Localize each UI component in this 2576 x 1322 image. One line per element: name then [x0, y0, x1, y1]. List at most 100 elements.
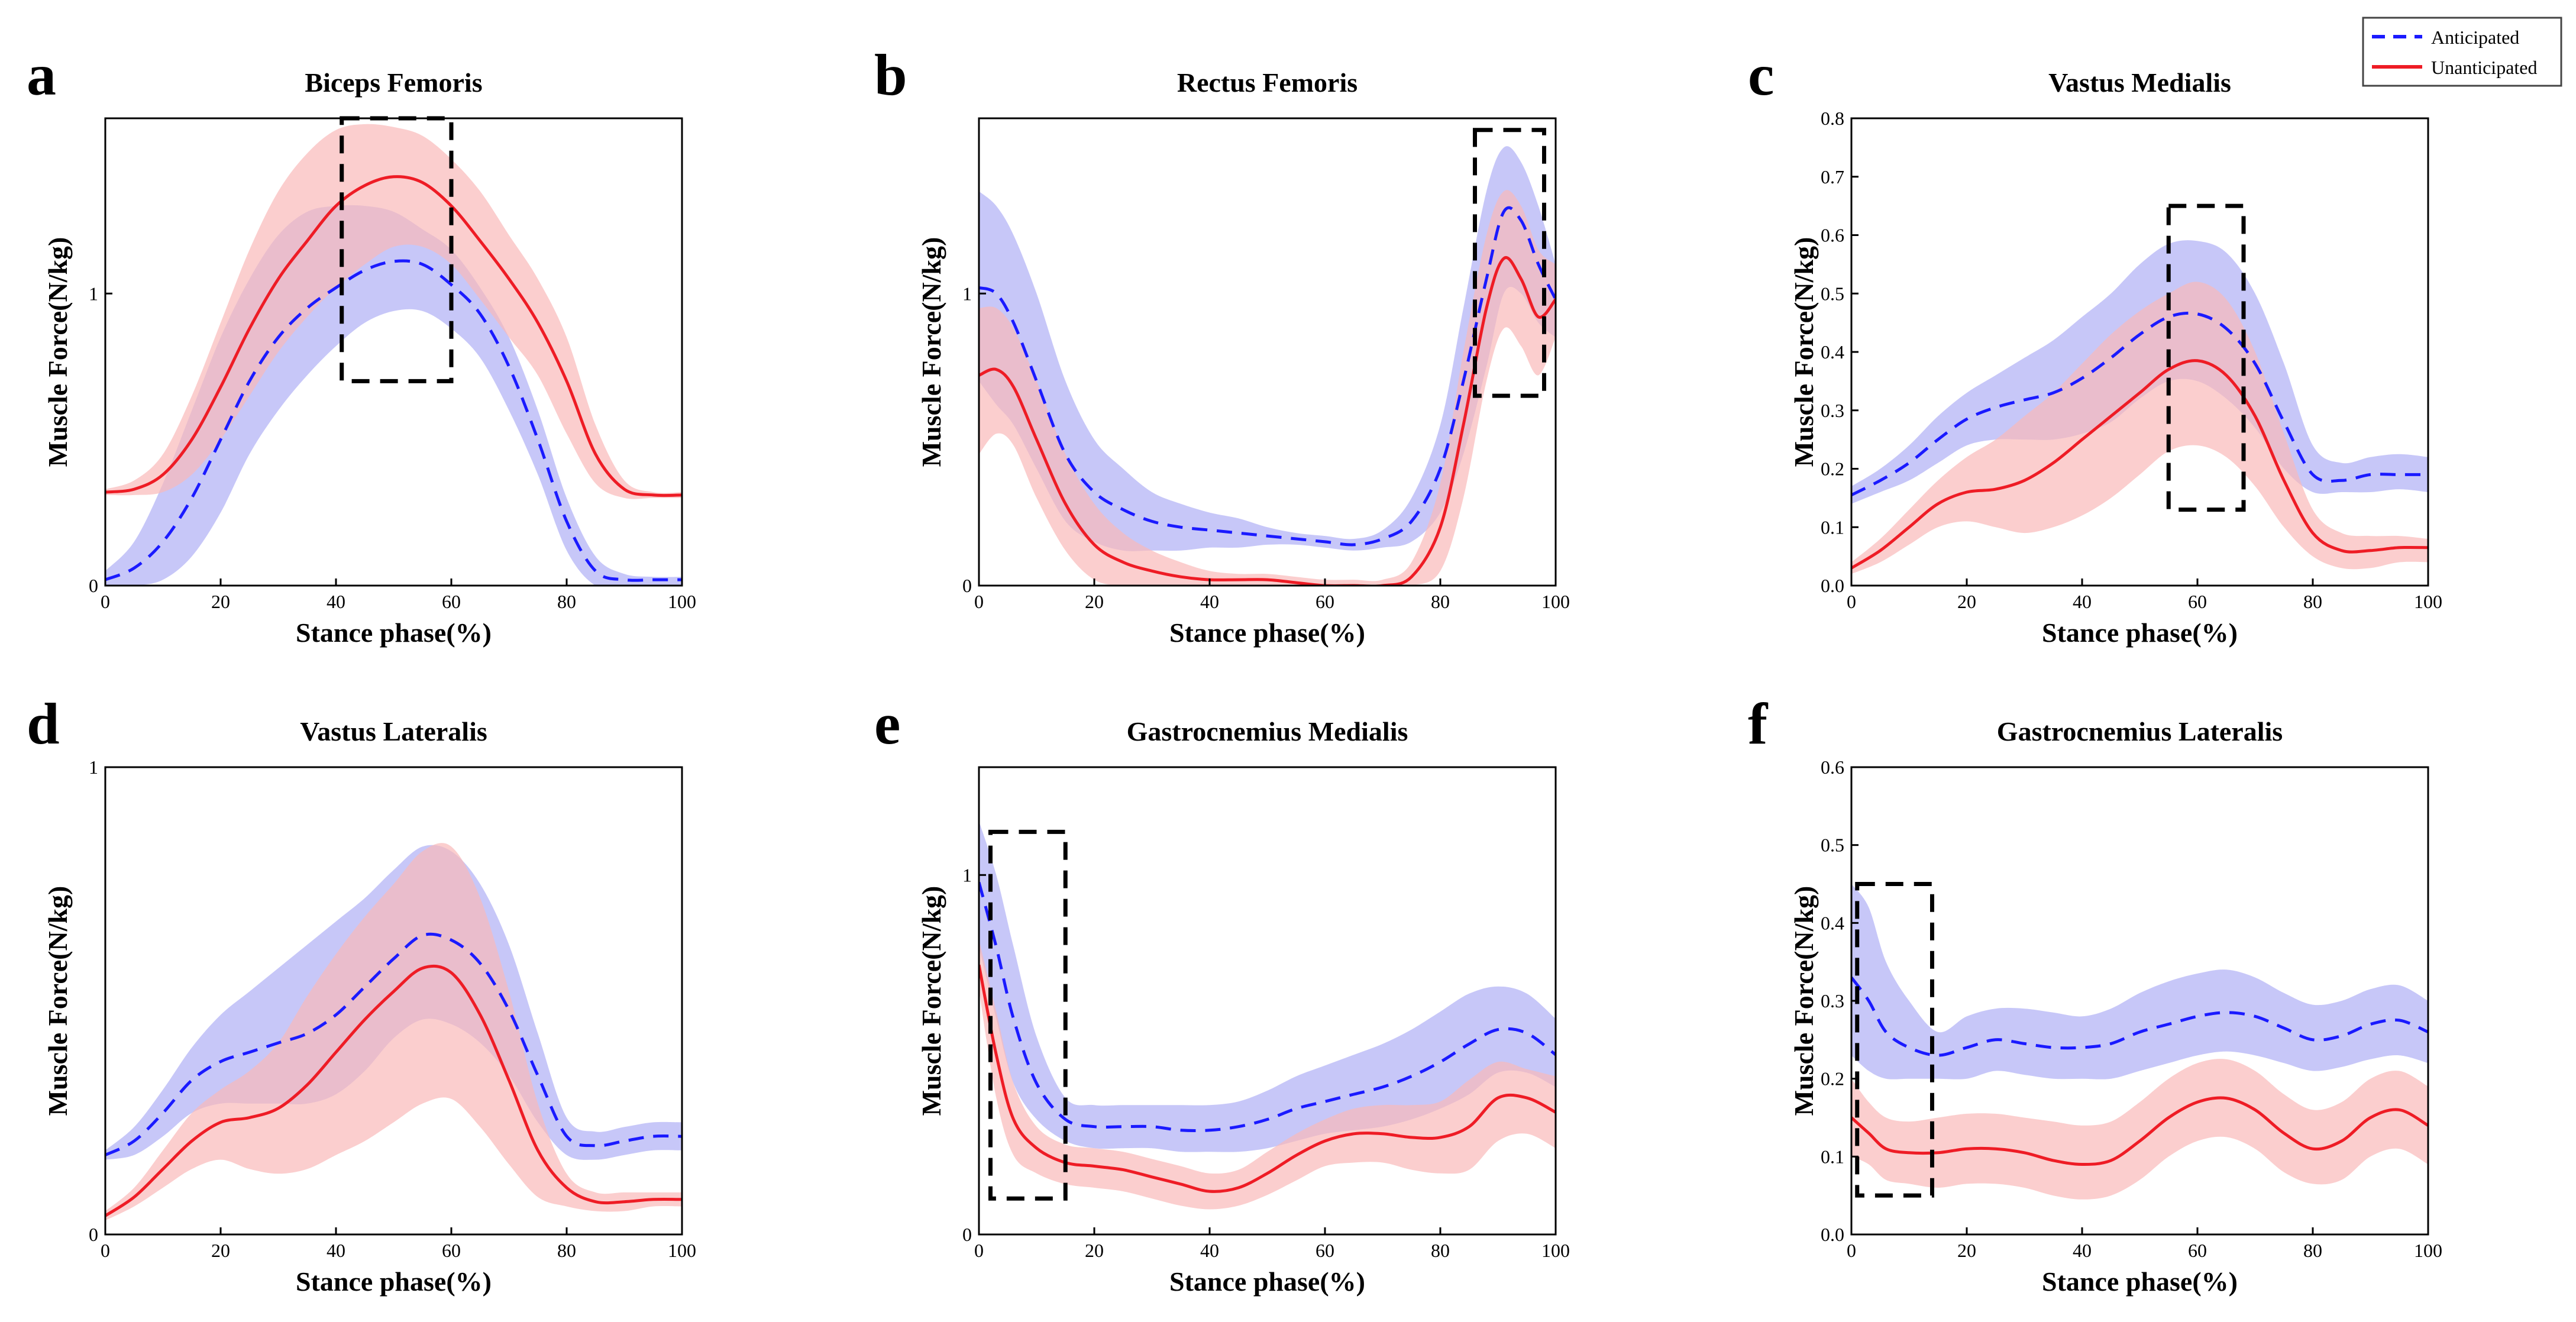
panel-e: e Gastrocnemius Medialis 0 20 40 60 80 100 0 1 Sta… [874, 691, 1570, 1297]
unanticipated-band [105, 124, 682, 499]
x-tick-label: 60 [1316, 1240, 1334, 1261]
panel-title: Vastus Lateralis [300, 716, 487, 746]
plot-area [979, 821, 1556, 1210]
x-tick-label: 20 [211, 591, 230, 612]
x-axis-label: Stance phase(%) [1169, 1266, 1365, 1297]
plot-area [1851, 240, 2428, 574]
highlight-box [2166, 203, 2246, 512]
y-tick-label: 0.7 [1821, 166, 1844, 188]
highlight-box [1855, 882, 1934, 1198]
x-tick-label: 80 [2303, 591, 2322, 612]
x-tick-label: 80 [557, 591, 576, 612]
x-tick-label: 100 [1541, 1240, 1570, 1261]
x-tick-label: 80 [1431, 1240, 1450, 1261]
plot-frame [104, 766, 683, 1236]
plot-area [1851, 884, 2428, 1200]
y-axis-label: Muscle Force(N/kg) [43, 886, 73, 1116]
x-tick-label: 0 [101, 591, 110, 612]
panel-letter: a [27, 42, 56, 108]
unanticipated-mean-line [105, 964, 682, 1217]
anticipated-mean-line [979, 881, 1556, 1133]
x-tick-label: 20 [1957, 591, 1976, 612]
panel-f: f Gastrocnemius Lateralis 0 20 40 60 80 100 0.0 0… [1748, 691, 2442, 1297]
y-axis-label: Muscle Force(N/kg) [1789, 237, 1819, 467]
y-tick-label: 0.4 [1821, 341, 1844, 363]
panel-b: b Rectus Femoris 0 20 40 60 80 100 0 1 Stance phas… [874, 42, 1570, 648]
panel-letter: c [1748, 42, 1774, 108]
y-axis-label: Muscle Force(N/kg) [916, 886, 946, 1116]
x-axis-label: Stance phase(%) [296, 618, 492, 648]
anticipated-band [979, 821, 1556, 1152]
plot-frame [978, 766, 1557, 1236]
unanticipated-band [105, 843, 682, 1221]
x-tick-label: 100 [1541, 591, 1570, 612]
unanticipated-mean-line [1851, 359, 2428, 570]
x-tick-label: 100 [668, 1240, 696, 1261]
x-tick-label: 60 [1316, 591, 1334, 612]
panel-title: Rectus Femoris [1177, 67, 1358, 98]
plot-area [979, 146, 1556, 586]
panel-a: a Biceps Femoris 0 20 40 60 80 100 0 1 Stance phas… [27, 42, 696, 648]
highlight-box [988, 829, 1068, 1201]
panel-title: Biceps Femoris [305, 67, 482, 98]
unanticipated-mean-line [105, 175, 682, 497]
x-axis-label: Stance phase(%) [296, 1266, 492, 1297]
plot-frame [104, 117, 683, 587]
anticipated-mean-line [979, 206, 1556, 547]
legend-unanticipated-label: Unanticipated [2431, 57, 2537, 78]
x-tick-label: 40 [2073, 1240, 2092, 1261]
x-tick-label: 40 [1200, 591, 1219, 612]
x-tick-label: 60 [442, 1240, 461, 1261]
unanticipated-band [979, 939, 1556, 1210]
y-tick-label: 1 [89, 283, 98, 304]
x-tick-label: 80 [1431, 591, 1450, 612]
highlight-box [340, 116, 454, 383]
panel-title: Vastus Medialis [2048, 67, 2231, 98]
x-tick-label: 60 [2188, 1240, 2207, 1261]
anticipated-mean-line [1851, 977, 2428, 1057]
x-tick-label: 40 [1200, 1240, 1219, 1261]
x-tick-label: 0 [974, 591, 984, 612]
y-tick-label: 0.3 [1821, 400, 1844, 421]
y-tick-label: 0 [962, 1224, 972, 1245]
anticipated-band [1851, 884, 2428, 1079]
panel-letter: d [27, 691, 60, 757]
plot-area [105, 843, 682, 1221]
y-axis-label: Muscle Force(N/kg) [43, 237, 73, 467]
x-tick-label: 0 [974, 1240, 984, 1261]
x-tick-label: 80 [557, 1240, 576, 1261]
y-tick-label: 0.5 [1821, 835, 1844, 856]
y-tick-label: 0.4 [1821, 912, 1844, 933]
panel-letter: e [874, 691, 900, 757]
unanticipated-band [1851, 1059, 2428, 1200]
y-axis-label: Muscle Force(N/kg) [916, 237, 946, 467]
highlight-box [1473, 128, 1546, 398]
x-tick-label: 20 [211, 1240, 230, 1261]
panel-title: Gastrocnemius Lateralis [1997, 716, 2283, 746]
x-tick-label: 60 [442, 591, 461, 612]
x-tick-label: 40 [2073, 591, 2092, 612]
panel-title: Gastrocnemius Medialis [1127, 716, 1408, 746]
unanticipated-band [1851, 282, 2428, 574]
y-axis-label: Muscle Force(N/kg) [1789, 886, 1819, 1116]
unanticipated-mean-line [979, 964, 1556, 1193]
x-tick-label: 60 [2188, 591, 2207, 612]
x-tick-label: 20 [1085, 1240, 1104, 1261]
legend-anticipated-label: Anticipated [2431, 27, 2519, 48]
y-tick-label: 0.1 [1821, 1146, 1844, 1167]
x-axis-label: Stance phase(%) [2042, 618, 2238, 648]
anticipated-band [979, 146, 1556, 551]
panel-letter: f [1748, 691, 1769, 757]
x-tick-label: 40 [327, 1240, 345, 1261]
y-tick-label: 0.6 [1821, 757, 1844, 778]
y-tick-label: 1 [962, 864, 972, 885]
y-tick-label: 0.5 [1821, 283, 1844, 304]
x-tick-label: 100 [668, 591, 696, 612]
x-tick-label: 20 [1085, 591, 1104, 612]
x-tick-label: 80 [2303, 1240, 2322, 1261]
y-tick-label: 0.3 [1821, 990, 1844, 1011]
legend-box [2362, 17, 2562, 87]
plot-frame [978, 117, 1557, 587]
y-tick-label: 0 [89, 1224, 98, 1245]
